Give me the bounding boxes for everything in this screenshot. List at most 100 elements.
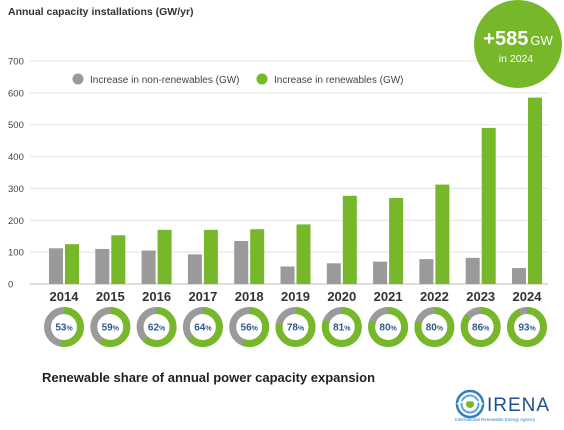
share-value: 59 <box>102 323 114 334</box>
donut-hole <box>51 314 77 340</box>
x-tick-label: 2016 <box>142 289 171 304</box>
share-value: 78 <box>287 323 299 334</box>
share-value: 53 <box>55 323 67 334</box>
share-value: 64 <box>194 323 206 334</box>
badge-value: +585 <box>483 28 528 50</box>
bar-non-renewables-2022 <box>419 259 434 284</box>
share-unit: % <box>298 326 305 333</box>
y-tick-label: 600 <box>8 88 24 99</box>
x-tick-label: 2017 <box>188 289 217 304</box>
donut-arc <box>321 307 362 347</box>
y-tick-label: 200 <box>8 216 24 227</box>
donut-hole <box>421 314 447 340</box>
bar-renewables-2022 <box>435 184 450 284</box>
share-unit: % <box>483 326 490 333</box>
share-donut-2014: 53% <box>44 307 84 347</box>
share-unit: % <box>529 326 536 333</box>
bar-renewables-2016 <box>157 229 172 284</box>
share-label: 59% <box>102 323 120 334</box>
donut-arc <box>414 307 455 347</box>
bar-non-renewables-2021 <box>373 261 388 284</box>
share-value: 86 <box>472 323 484 334</box>
x-tick-label: 2020 <box>327 289 356 304</box>
share-label: 80% <box>426 323 444 334</box>
donut-hole <box>468 314 494 340</box>
share-label: 56% <box>241 323 259 334</box>
donut-arc <box>182 307 223 347</box>
x-tick-label: 2018 <box>235 289 264 304</box>
share-donut-2017: 64% <box>182 307 223 347</box>
highlight-badge: +585 GW in 2024 <box>474 0 562 88</box>
donut-hole <box>375 314 401 340</box>
irena-logo-text: IRENA <box>487 395 550 416</box>
share-donut-2016: 62% <box>136 307 177 347</box>
share-unit: % <box>391 326 398 333</box>
bars <box>49 97 542 285</box>
y-tick-label: 400 <box>8 152 24 163</box>
donut-arc <box>368 307 409 347</box>
bar-non-renewables-2020 <box>326 263 341 284</box>
share-value: 80 <box>426 323 438 334</box>
donut-arc <box>229 307 270 347</box>
share-donut-2023: 86% <box>460 307 501 347</box>
x-tick-label: 2023 <box>466 289 495 304</box>
bar-non-renewables-2015 <box>95 248 110 284</box>
share-donut-2022: 80% <box>414 307 455 347</box>
bar-non-renewables-2017 <box>187 254 202 284</box>
bar-renewables-2014 <box>65 244 79 284</box>
share-unit: % <box>159 326 166 333</box>
donut-hole <box>236 314 262 340</box>
share-label: 93% <box>518 323 536 334</box>
donut-hole <box>97 314 123 340</box>
bar-renewables-2019 <box>296 224 311 284</box>
share-donut-2021: 80% <box>368 307 409 347</box>
bar-non-renewables-2018 <box>234 240 249 284</box>
donut-arc <box>44 307 84 347</box>
irena-logo-tagline: International Renewable Energy Agency <box>455 417 536 422</box>
share-unit: % <box>437 326 444 333</box>
donut-arc <box>136 307 177 347</box>
share-unit: % <box>205 326 212 333</box>
donut-hole <box>190 314 216 340</box>
irena-logo: IRENA International Renewable Energy Age… <box>455 389 550 422</box>
y-axis: 0 100 200 300 400 500 600 700 <box>8 57 24 291</box>
share-value: 80 <box>379 323 391 334</box>
share-value: 62 <box>148 323 160 334</box>
donut-arc <box>275 307 316 347</box>
legend-label-non-renewables: Increase in non-renewables (GW) <box>90 75 240 86</box>
bar-non-renewables-2023 <box>465 257 480 284</box>
share-unit: % <box>113 326 120 333</box>
bar-renewables-2015 <box>111 235 126 284</box>
x-axis: 2014 2015 2016 2017 2018 2019 2020 2021 2022 2023… <box>50 289 543 304</box>
bar-renewables-2023 <box>481 127 496 285</box>
y-tick-label: 500 <box>8 120 24 131</box>
donut-arc <box>507 307 547 347</box>
irena-logo-mark <box>455 389 485 419</box>
donut-hole <box>329 314 355 340</box>
bar-non-renewables-2024 <box>512 268 526 284</box>
share-label: 80% <box>379 323 397 334</box>
x-tick-label: 2024 <box>513 289 543 304</box>
share-value: 56 <box>241 323 253 334</box>
x-tick-label: 2015 <box>96 289 125 304</box>
share-value: 93 <box>518 323 530 334</box>
share-donut-2019: 78% <box>275 307 316 347</box>
share-caption: Renewable share of annual power capacity… <box>42 370 375 385</box>
legend-swatch-non-renewables <box>72 73 84 85</box>
donut-hole <box>514 314 540 340</box>
bar-renewables-2017 <box>203 229 218 284</box>
bar-renewables-2018 <box>250 229 265 284</box>
legend-swatch-renewables <box>256 73 268 85</box>
share-donut-2024: 93% <box>507 307 547 347</box>
share-label: 53% <box>55 323 73 334</box>
share-unit: % <box>344 326 351 333</box>
x-tick-label: 2014 <box>50 289 80 304</box>
share-label: 78% <box>287 323 305 334</box>
x-tick-label: 2019 <box>281 289 310 304</box>
share-unit: % <box>252 326 259 333</box>
bar-renewables-2024 <box>528 97 542 284</box>
donut-arc <box>90 307 131 347</box>
share-donuts: 53% 59% 62% 64% 56% 78% 81% 80% 80% 86% 93% <box>44 307 547 347</box>
share-label: 62% <box>148 323 166 334</box>
